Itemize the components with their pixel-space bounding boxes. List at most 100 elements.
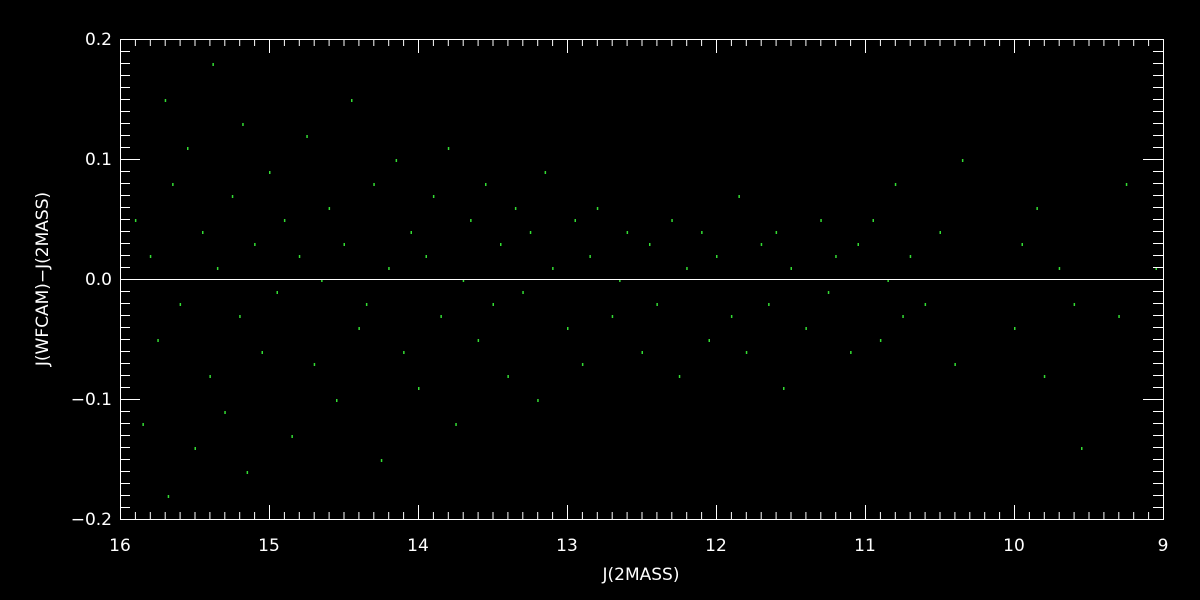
data-point xyxy=(544,171,547,174)
data-point xyxy=(574,219,576,222)
data-point xyxy=(909,255,912,258)
y-tick-label: −0.1 xyxy=(71,390,112,410)
y-tick-label: 0.0 xyxy=(85,270,112,290)
data-point xyxy=(395,159,398,162)
data-point xyxy=(167,495,170,498)
data-point xyxy=(686,267,688,270)
data-point xyxy=(596,207,599,210)
data-point xyxy=(425,255,427,258)
data-point xyxy=(365,303,368,306)
data-point xyxy=(328,207,331,210)
y-tick-labels: −0.2 −0.1 0.0 0.1 0.2 xyxy=(71,30,112,530)
data-point xyxy=(291,435,293,438)
y-tick-label: −0.2 xyxy=(71,510,112,530)
data-point xyxy=(239,315,241,318)
data-point xyxy=(641,351,643,354)
data-point xyxy=(857,243,859,246)
data-point xyxy=(961,159,964,162)
x-tick-label: 12 xyxy=(705,536,727,556)
data-point xyxy=(388,267,390,270)
x-tick-labels: 16 15 14 13 12 11 10 9 xyxy=(109,536,1168,556)
x-tick-label: 13 xyxy=(556,536,578,556)
y-axis-label: J(WFCAM)−J(2MASS) xyxy=(33,192,53,367)
data-point xyxy=(269,171,271,174)
data-point xyxy=(187,147,189,150)
data-point xyxy=(1155,267,1157,270)
y-tick-label: 0.1 xyxy=(85,150,112,170)
x-tick-label: 16 xyxy=(109,536,131,556)
data-point xyxy=(336,399,338,402)
data-point xyxy=(567,327,569,330)
data-point xyxy=(157,339,159,342)
data-point xyxy=(730,315,733,318)
x-tick-label: 9 xyxy=(1158,536,1169,556)
data-point xyxy=(321,279,323,282)
data-point xyxy=(432,195,435,198)
data-point xyxy=(827,291,830,294)
data-point xyxy=(485,183,487,186)
data-point xyxy=(283,219,286,222)
data-point xyxy=(261,351,263,354)
data-point xyxy=(134,219,137,222)
data-point xyxy=(142,423,144,426)
data-point xyxy=(589,255,591,258)
data-point xyxy=(1043,375,1046,378)
data-point xyxy=(850,351,852,354)
data-points xyxy=(134,63,1157,498)
data-point xyxy=(1118,315,1120,318)
data-point xyxy=(611,315,614,318)
data-point xyxy=(902,315,904,318)
data-point xyxy=(179,303,182,306)
data-point xyxy=(343,243,345,246)
data-point xyxy=(529,231,532,234)
data-point xyxy=(500,243,502,246)
data-point xyxy=(216,267,219,270)
data-point xyxy=(537,399,539,402)
data-point xyxy=(470,219,472,222)
data-point xyxy=(477,339,480,342)
data-point xyxy=(209,375,211,378)
data-point xyxy=(164,99,167,102)
data-point xyxy=(1125,183,1128,186)
data-point xyxy=(306,135,308,138)
y-tick-label: 0.2 xyxy=(85,30,112,50)
data-point xyxy=(410,231,412,234)
data-point xyxy=(581,363,584,366)
data-point xyxy=(403,351,405,354)
data-point xyxy=(708,339,710,342)
data-point xyxy=(373,183,375,186)
data-point xyxy=(649,243,651,246)
data-point xyxy=(418,387,420,390)
data-point xyxy=(358,327,360,330)
data-point xyxy=(507,375,509,378)
data-point xyxy=(351,99,353,102)
data-point xyxy=(656,303,658,306)
data-point xyxy=(514,207,517,210)
data-point xyxy=(701,231,703,234)
data-point xyxy=(149,255,152,258)
data-point xyxy=(246,471,249,474)
data-point xyxy=(522,291,524,294)
data-point xyxy=(924,303,927,306)
data-point xyxy=(820,219,822,222)
data-point xyxy=(1073,303,1076,306)
data-point xyxy=(619,279,621,282)
data-point xyxy=(212,63,214,66)
data-point xyxy=(678,375,681,378)
data-point xyxy=(954,363,956,366)
x-axis-label: J(2MASS) xyxy=(602,565,680,585)
x-tick-label: 11 xyxy=(854,536,876,556)
data-point xyxy=(298,255,301,258)
data-point xyxy=(552,267,554,270)
data-point xyxy=(231,195,234,198)
axis-ticks xyxy=(120,39,1164,520)
data-point xyxy=(254,243,256,246)
data-point xyxy=(194,447,196,450)
data-point xyxy=(242,123,244,126)
data-point xyxy=(447,147,450,150)
data-point xyxy=(462,279,465,282)
x-tick-label: 10 xyxy=(1003,536,1025,556)
data-point xyxy=(887,279,889,282)
data-point xyxy=(380,459,383,462)
